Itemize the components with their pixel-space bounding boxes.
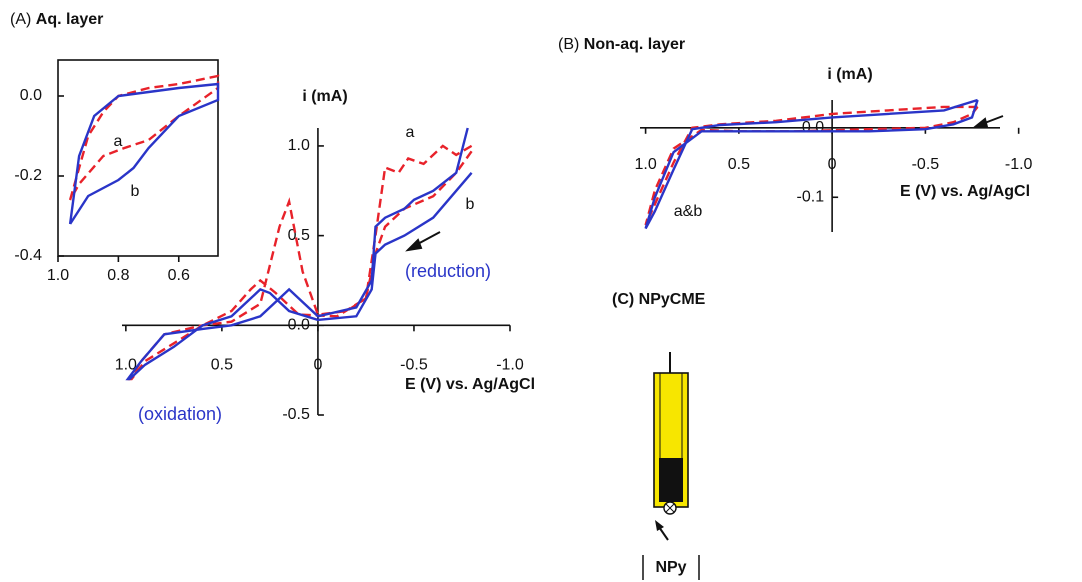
panel-label: (A) [10,11,31,28]
x-tick-label: 0.8 [107,267,129,284]
panel-label: (B) [558,36,579,53]
y-tick-label: 0.0 [288,317,310,334]
x-tick-label: 0.6 [168,267,190,284]
electrode-diagram [643,352,699,580]
panel-a-heading: (A) Aq. layer [10,11,103,28]
panel-title: Non-aq. layer [584,36,685,53]
series-label: b [466,196,475,213]
y-tick-label: 1.0 [288,137,310,154]
y-tick-label: -0.5 [282,406,310,423]
annotation: (reduction) [405,261,491,281]
y-tick-label: -0.1 [797,188,825,205]
panel-title: Aq. layer [36,11,104,28]
cv-curve [70,76,218,200]
y-tick-label: 0.5 [288,227,310,244]
x-tick-label: -0.5 [400,357,428,374]
x-axis-label: E (V) vs. Ag/AgCl [900,183,1030,200]
electrode-label: NPy [655,559,686,576]
x-tick-label: 0 [313,357,322,374]
panel-c-title: (C) NPyCME [612,291,706,308]
x-tick-label: 0 [828,156,837,173]
figure: (A) Aq. layer (B) Non-aq. layer i (mA) E… [0,0,1082,582]
series-label: a [406,124,415,141]
x-tick-label: -1.0 [1005,156,1033,173]
x-tick-label: 0.5 [728,156,750,173]
x-axis-label: E (V) vs. Ag/AgCl [405,376,535,393]
y-axis-label: i (mA) [827,66,872,83]
annotation: (oxidation) [138,404,222,424]
x-tick-label: 0.5 [211,357,233,374]
y-tick-label: 0.0 [20,87,42,104]
y-axis-label: i (mA) [302,88,347,105]
annotation: a&b [674,203,703,220]
panel-b-heading: (B) Non-aq. layer [558,36,685,53]
x-tick-label: 1.0 [634,156,656,173]
y-tick-label: -0.4 [14,247,42,264]
series-label: a [114,133,123,150]
y-tick-label: -0.2 [14,167,42,184]
series-label: b [131,183,140,200]
y-tick-label: 0.0 [802,119,824,136]
x-tick-label: -0.5 [912,156,940,173]
x-tick-label: 1.0 [47,267,69,284]
x-tick-label: -1.0 [496,357,524,374]
